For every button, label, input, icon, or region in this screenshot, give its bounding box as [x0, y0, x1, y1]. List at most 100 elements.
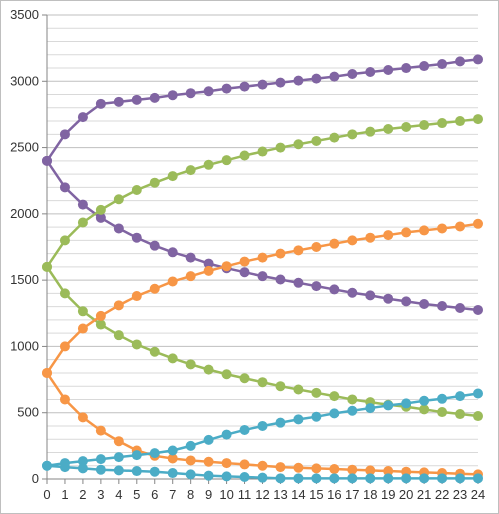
data-point [473, 218, 483, 229]
data-point [401, 227, 412, 238]
data-point [77, 199, 88, 210]
x-tick-label: 4 [115, 487, 122, 502]
data-point [42, 155, 52, 166]
series-8 [42, 460, 483, 484]
data-point [185, 252, 196, 263]
series-4 [42, 261, 483, 422]
x-tick-label: 5 [133, 487, 140, 502]
series-line [45, 58, 479, 162]
data-point [185, 455, 196, 466]
x-tick-label: 19 [381, 487, 395, 502]
data-point [437, 59, 448, 70]
data-point [203, 86, 214, 97]
data-point [437, 118, 448, 129]
data-point [293, 473, 304, 484]
data-point [365, 232, 376, 243]
data-point [455, 473, 466, 484]
data-point [239, 373, 250, 384]
data-point [95, 454, 106, 465]
data-point [113, 436, 124, 447]
data-point [149, 283, 160, 294]
data-point [203, 258, 214, 269]
x-tick-label: 1 [61, 487, 68, 502]
data-point [275, 248, 286, 259]
data-point [473, 54, 483, 65]
data-point [347, 235, 358, 246]
data-point [275, 381, 286, 392]
data-point [275, 473, 286, 484]
data-point [131, 232, 142, 243]
data-point [455, 391, 466, 402]
data-point [149, 240, 160, 251]
data-point [275, 417, 286, 428]
data-point [437, 300, 448, 311]
data-point [293, 139, 304, 150]
x-tick-label: 18 [363, 487, 377, 502]
data-point [419, 225, 430, 236]
data-point [455, 409, 466, 420]
x-tick-label: 8 [187, 487, 194, 502]
data-point [311, 281, 322, 292]
data-point [275, 462, 286, 473]
data-point [383, 473, 394, 484]
data-point [365, 126, 376, 137]
data-point [257, 79, 268, 90]
data-point [419, 473, 430, 484]
data-point [257, 420, 268, 431]
x-tick-label: 0 [43, 487, 50, 502]
data-point [221, 458, 232, 469]
data-point [329, 238, 340, 249]
data-point [77, 112, 88, 123]
data-point [419, 404, 430, 415]
data-point [275, 274, 286, 285]
data-point [239, 424, 250, 435]
data-point [59, 341, 70, 352]
data-point [473, 411, 483, 422]
data-point [149, 448, 160, 459]
series-line [45, 117, 479, 268]
data-point [347, 473, 358, 484]
data-point [419, 61, 430, 72]
data-point [203, 470, 214, 481]
series-line [45, 266, 479, 418]
data-point [329, 464, 340, 475]
data-point [293, 75, 304, 86]
series-7 [42, 388, 483, 471]
y-tick-label: 1500 [10, 272, 39, 287]
data-point [419, 120, 430, 131]
data-point [203, 159, 214, 170]
data-point [59, 182, 70, 193]
data-point [383, 124, 394, 135]
data-point [131, 466, 142, 477]
data-point [473, 304, 483, 315]
data-point [347, 68, 358, 79]
data-point [59, 129, 70, 140]
data-point [95, 464, 106, 475]
data-point [329, 132, 340, 143]
data-point [221, 471, 232, 482]
data-point [185, 440, 196, 451]
x-tick-label: 23 [453, 487, 467, 502]
data-point [113, 96, 124, 107]
data-point [311, 242, 322, 252]
data-point [437, 473, 448, 484]
data-point [347, 394, 358, 405]
x-tick-label: 14 [291, 487, 305, 502]
data-point [131, 450, 142, 461]
data-point [167, 353, 178, 364]
data-point [167, 453, 178, 464]
data-point [59, 288, 70, 299]
data-point [59, 394, 70, 405]
data-point [455, 116, 466, 127]
data-point [167, 276, 178, 287]
data-point [293, 462, 304, 473]
x-tick-label: 6 [151, 487, 158, 502]
data-point [95, 212, 106, 223]
data-point [401, 398, 412, 409]
data-point [113, 194, 124, 205]
data-point [383, 293, 394, 304]
data-point [365, 465, 376, 476]
data-point [59, 462, 70, 473]
x-tick-label: 16 [327, 487, 341, 502]
data-point [221, 369, 232, 380]
